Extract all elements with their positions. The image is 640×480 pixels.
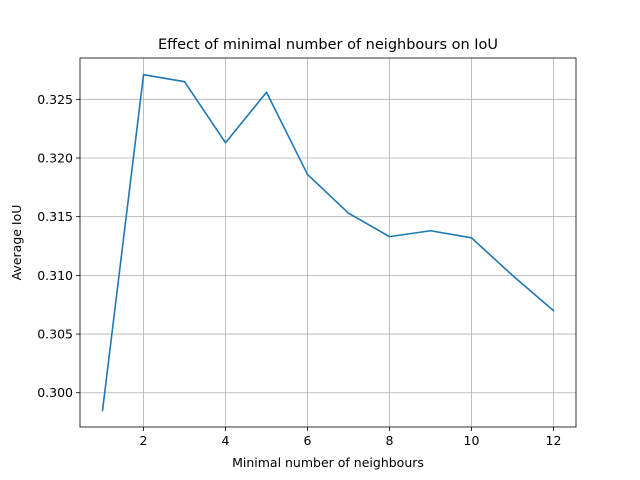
x-tick-label: 2: [140, 433, 148, 448]
y-tick-label: 0.315: [37, 209, 73, 224]
x-tick-label: 8: [386, 433, 394, 448]
y-tick-label: 0.320: [37, 150, 73, 165]
x-axis-ticks: 2 4 6 8 10 12: [140, 427, 562, 448]
plot-area: [101, 73, 555, 412]
x-tick-label: 10: [464, 433, 480, 448]
y-axis-label: Average IoU: [9, 205, 24, 281]
x-tick-label: 12: [546, 433, 562, 448]
chart-title: Effect of minimal number of neighbours o…: [158, 37, 498, 53]
x-tick-label: 6: [304, 433, 312, 448]
grid-lines: [80, 58, 576, 427]
series-line-0: [101, 73, 555, 412]
axes-frame: [79, 57, 577, 428]
y-tick-label: 0.325: [37, 92, 73, 107]
y-tick-label: 0.305: [37, 327, 73, 342]
y-axis-ticks: 0.300 0.305 0.310 0.315 0.320 0.325: [37, 92, 80, 400]
y-tick-label: 0.310: [37, 268, 73, 283]
x-tick-label: 4: [222, 433, 230, 448]
y-tick-label: 0.300: [37, 385, 73, 400]
x-axis-label: Minimal number of neighbours: [232, 455, 424, 470]
